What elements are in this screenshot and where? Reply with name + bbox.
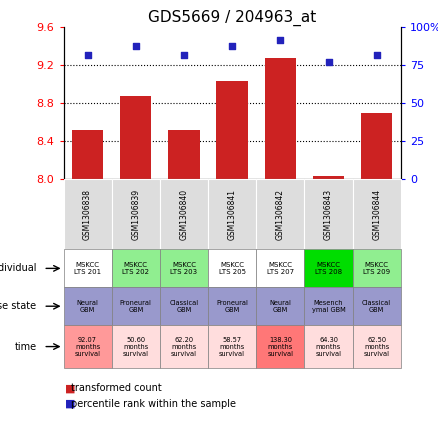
Bar	[353, 325, 401, 368]
Bar	[304, 325, 353, 368]
Point	[229, 42, 236, 49]
Bar	[353, 179, 401, 250]
Text: Mesench
ymal GBM: Mesench ymal GBM	[311, 300, 346, 313]
Bar	[112, 179, 160, 250]
Point	[132, 42, 139, 49]
Text: 64.30
months
survival: 64.30 months survival	[315, 337, 342, 357]
Text: individual: individual	[0, 264, 36, 273]
Bar	[64, 287, 112, 325]
Text: percentile rank within the sample: percentile rank within the sample	[71, 399, 237, 409]
Bar	[64, 250, 112, 287]
Title: GDS5669 / 204963_at: GDS5669 / 204963_at	[148, 10, 316, 26]
Bar	[72, 130, 103, 179]
Text: 62.50
months
survival: 62.50 months survival	[364, 337, 390, 357]
Text: MSKCC
LTS 201: MSKCC LTS 201	[74, 262, 101, 275]
Bar	[304, 179, 353, 250]
Text: GSM1306841: GSM1306841	[228, 189, 237, 240]
Text: GSM1306838: GSM1306838	[83, 189, 92, 240]
Bar	[256, 287, 304, 325]
Bar	[313, 176, 344, 179]
Text: Neural
GBM: Neural GBM	[77, 300, 99, 313]
Text: MSKCC
LTS 205: MSKCC LTS 205	[219, 262, 246, 275]
Text: Neural
GBM: Neural GBM	[269, 300, 291, 313]
Text: Proneural
GBM: Proneural GBM	[216, 300, 248, 313]
Bar	[256, 250, 304, 287]
Bar	[160, 325, 208, 368]
Bar	[112, 250, 160, 287]
Text: GSM1306839: GSM1306839	[131, 189, 140, 240]
Text: Proneural
GBM: Proneural GBM	[120, 300, 152, 313]
Point	[373, 51, 380, 58]
Bar	[160, 287, 208, 325]
Bar	[256, 325, 304, 368]
Bar	[168, 130, 200, 179]
Text: 62.20
months
survival: 62.20 months survival	[171, 337, 197, 357]
Text: disease state: disease state	[0, 301, 36, 311]
Bar	[304, 287, 353, 325]
Text: MSKCC
LTS 202: MSKCC LTS 202	[122, 262, 149, 275]
Text: 50.60
months
survival: 50.60 months survival	[123, 337, 149, 357]
Text: 58.57
months
survival: 58.57 months survival	[219, 337, 245, 357]
Text: MSKCC
LTS 203: MSKCC LTS 203	[170, 262, 198, 275]
Text: Classical
GBM: Classical GBM	[362, 300, 391, 313]
Text: ■: ■	[65, 399, 75, 409]
Text: GSM1306840: GSM1306840	[180, 189, 188, 240]
Bar	[208, 287, 256, 325]
Text: Classical
GBM: Classical GBM	[170, 300, 198, 313]
Point	[277, 36, 284, 43]
Bar	[112, 287, 160, 325]
Text: GSM1306843: GSM1306843	[324, 189, 333, 240]
Point	[325, 59, 332, 66]
Text: 138.30
months
survival: 138.30 months survival	[267, 337, 293, 357]
Text: 92.07
months
survival: 92.07 months survival	[74, 337, 101, 357]
Bar	[64, 179, 112, 250]
Bar	[265, 58, 296, 179]
Bar	[208, 179, 256, 250]
Text: GSM1306842: GSM1306842	[276, 189, 285, 240]
Bar	[64, 325, 112, 368]
Bar	[216, 81, 248, 179]
Bar	[361, 113, 392, 179]
Text: transformed count: transformed count	[71, 383, 162, 393]
Point	[180, 51, 187, 58]
Bar	[208, 325, 256, 368]
Bar	[160, 179, 208, 250]
Text: ■: ■	[65, 383, 75, 393]
Point	[84, 51, 91, 58]
Text: MSKCC
LTS 209: MSKCC LTS 209	[363, 262, 390, 275]
Bar	[304, 250, 353, 287]
Text: MSKCC
LTS 207: MSKCC LTS 207	[267, 262, 294, 275]
Bar	[353, 250, 401, 287]
Bar	[208, 250, 256, 287]
Text: GSM1306844: GSM1306844	[372, 189, 381, 240]
Bar	[160, 250, 208, 287]
Bar	[353, 287, 401, 325]
Text: time: time	[14, 341, 36, 352]
Bar	[112, 325, 160, 368]
Bar	[256, 179, 304, 250]
Text: MSKCC
LTS 208: MSKCC LTS 208	[315, 262, 342, 275]
Bar	[120, 96, 152, 179]
